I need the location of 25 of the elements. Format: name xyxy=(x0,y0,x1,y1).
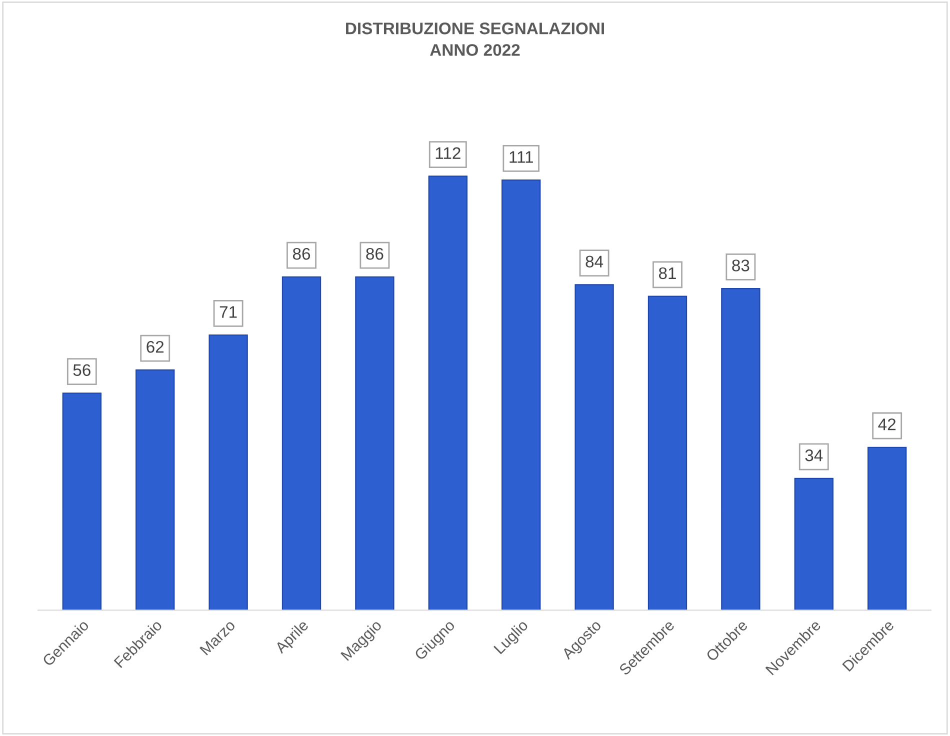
data-label: 86 xyxy=(366,248,384,260)
bar xyxy=(794,478,834,610)
data-label: 86 xyxy=(292,248,310,260)
bar xyxy=(867,446,907,610)
data-label: 112 xyxy=(436,147,460,159)
data-label: 81 xyxy=(658,267,676,280)
bar xyxy=(136,369,175,610)
data-label: 34 xyxy=(805,449,823,462)
data-label: 42 xyxy=(878,418,896,430)
data-label: 71 xyxy=(220,306,237,318)
bar xyxy=(355,276,394,610)
bar xyxy=(282,276,322,610)
bar xyxy=(574,284,614,610)
data-label: 111 xyxy=(510,151,533,163)
bar xyxy=(62,392,102,610)
bar xyxy=(208,334,248,610)
data-label: 56 xyxy=(73,364,90,376)
data-label: 83 xyxy=(732,260,750,272)
bar xyxy=(502,180,541,610)
chart-title: DISTRIBUZIONE SEGNALAZIONI ANNO 2022 xyxy=(346,22,604,56)
data-label: 62 xyxy=(146,340,164,353)
data-label: 84 xyxy=(586,256,604,268)
bar xyxy=(648,296,688,610)
bar xyxy=(721,288,760,610)
bar xyxy=(428,176,468,610)
